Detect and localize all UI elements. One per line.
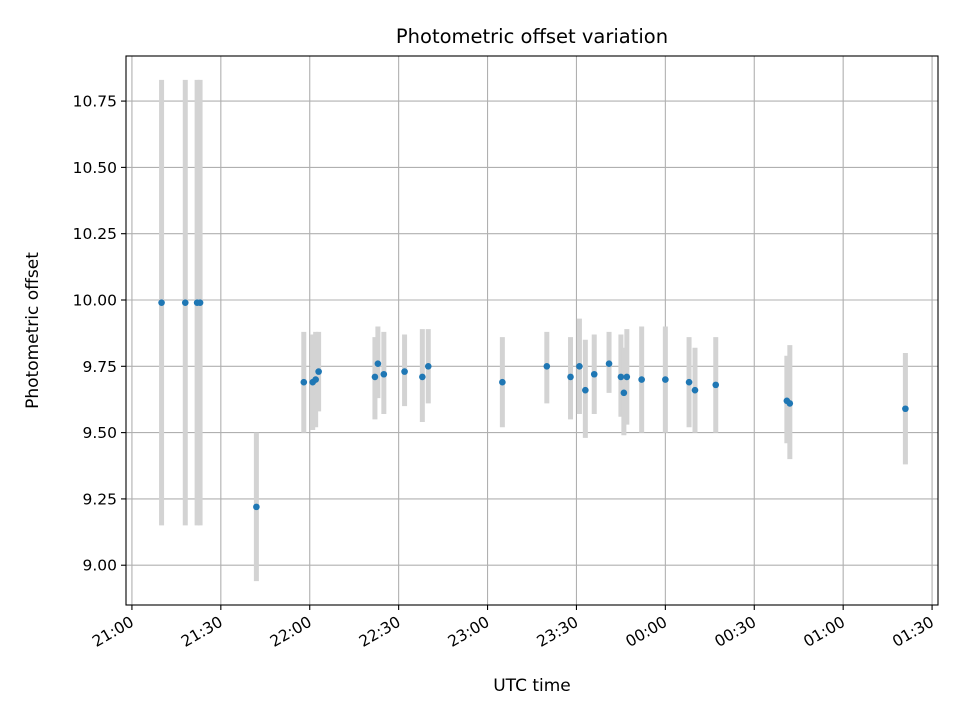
plot-area-frame: [125, 55, 939, 606]
data-point: [401, 368, 408, 375]
data-point: [543, 363, 551, 370]
y-axis-label: Photometric offset: [23, 252, 43, 409]
y-tick-label: 9.25: [82, 490, 117, 508]
x-axis-label: UTC time: [493, 676, 571, 696]
y-tick-label: 9.50: [82, 424, 117, 442]
data-point: [620, 389, 628, 397]
data-point: [181, 299, 189, 306]
y-tick-label: 10.50: [73, 159, 117, 177]
data-point: [374, 360, 382, 367]
data-point: [419, 373, 426, 381]
y-tick-label: 9.00: [82, 557, 117, 575]
data-point: [685, 378, 693, 386]
data-point: [196, 299, 204, 306]
y-tick-label: 10.25: [73, 225, 117, 243]
data-point: [605, 360, 613, 367]
data-point: [712, 381, 720, 389]
data-point: [300, 378, 308, 386]
data-points: [158, 299, 909, 511]
data-point: [371, 373, 379, 381]
data-point: [623, 373, 631, 381]
y-tick-label: 10.00: [73, 292, 117, 310]
y-tick-label: 9.75: [82, 358, 117, 376]
data-point: [312, 376, 319, 383]
data-point: [617, 373, 625, 381]
data-point: [315, 368, 322, 375]
data-point: [590, 370, 598, 378]
data-point: [253, 503, 260, 511]
data-point: [582, 386, 589, 394]
data-point: [662, 376, 669, 383]
data-point: [380, 370, 388, 378]
data-point: [902, 405, 909, 413]
data-point: [638, 376, 645, 383]
data-point: [567, 373, 574, 381]
data-point: [691, 386, 699, 394]
data-point: [499, 378, 506, 386]
data-point: [424, 363, 432, 370]
data-point: [786, 400, 794, 407]
data-point: [158, 299, 165, 306]
chart-title: Photometric offset variation: [396, 25, 668, 48]
data-point: [576, 363, 583, 370]
y-tick-label: 10.75: [73, 93, 117, 111]
grid: [126, 56, 938, 605]
